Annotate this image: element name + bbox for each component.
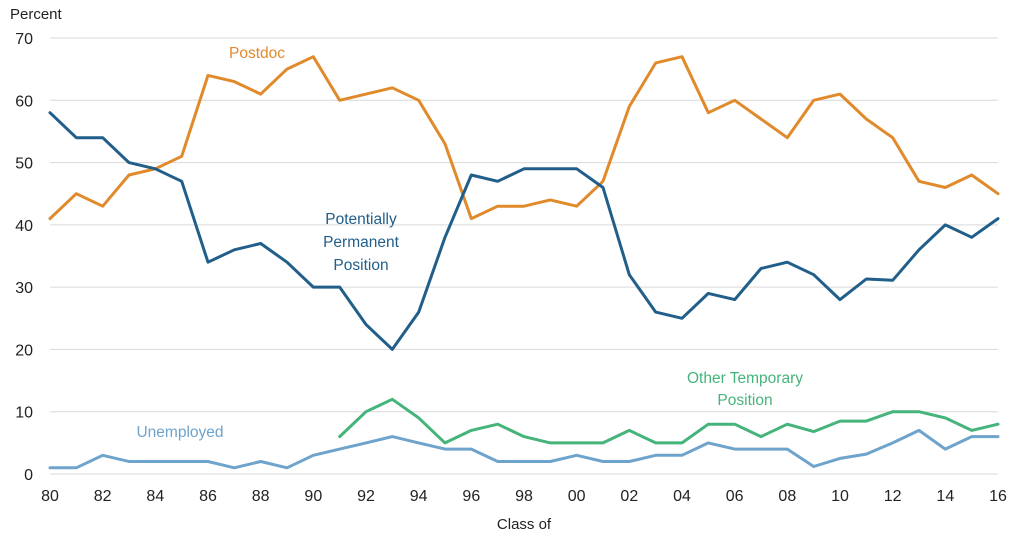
x-tick-label: 10 xyxy=(831,488,849,505)
x-axis-ticks: 80 82 84 86 88 90 92 94 96 98 00 02 04 06 08 10 12 14 16 xyxy=(41,488,1007,505)
x-tick-label: 80 xyxy=(41,488,59,505)
x-tick-label: 06 xyxy=(726,488,744,505)
series-label-line: Potentially xyxy=(325,211,397,228)
y-tick-label: 60 xyxy=(15,93,33,110)
x-tick-label: 08 xyxy=(778,488,796,505)
y-tick-label: 50 xyxy=(15,156,33,173)
series-line-potentially-permanent-position xyxy=(48,111,1000,351)
y-tick-label: 40 xyxy=(15,218,33,235)
x-tick-label: 04 xyxy=(673,488,691,505)
x-tick-label: 16 xyxy=(989,488,1007,505)
x-axis-title: Class of xyxy=(497,516,552,533)
x-tick-label: 84 xyxy=(146,488,164,505)
x-tick-label: 98 xyxy=(515,488,533,505)
x-tick-label: 00 xyxy=(568,488,586,505)
series-label-line: Unemployed xyxy=(136,424,223,441)
x-tick-label: 90 xyxy=(304,488,322,505)
series-label-line: Postdoc xyxy=(229,45,285,62)
series-line-other-temporary-position xyxy=(338,397,1000,445)
series-label-unemployed: Unemployed xyxy=(136,424,223,441)
y-axis-ticks: 0 10 20 30 40 50 60 70 xyxy=(15,31,33,484)
x-tick-label: 96 xyxy=(462,488,480,505)
y-tick-label: 0 xyxy=(24,467,33,484)
series-label-other-temporary-position: Other Temporary Position xyxy=(687,370,803,409)
y-axis-title: Percent xyxy=(10,6,63,23)
x-tick-label: 14 xyxy=(936,488,954,505)
x-tick-label: 12 xyxy=(884,488,902,505)
series-label-potentially-permanent-position: Potentially Permanent Position xyxy=(323,211,400,274)
series-label-line: Permanent xyxy=(323,234,400,251)
x-tick-label: 94 xyxy=(410,488,428,505)
x-tick-label: 92 xyxy=(357,488,375,505)
series-line-postdoc xyxy=(48,55,1000,221)
x-tick-label: 88 xyxy=(252,488,270,505)
gridlines xyxy=(50,37,998,475)
y-tick-label: 70 xyxy=(15,31,33,48)
x-tick-label: 86 xyxy=(199,488,217,505)
series-label-line: Other Temporary xyxy=(687,370,803,387)
series-line-unemployed xyxy=(48,428,1000,470)
series-label-line: Position xyxy=(333,257,388,274)
y-tick-label: 10 xyxy=(15,405,33,422)
y-tick-label: 30 xyxy=(15,280,33,297)
series-label-line: Position xyxy=(717,392,772,409)
series-label-postdoc: Postdoc xyxy=(229,45,285,62)
x-tick-label: 02 xyxy=(620,488,638,505)
series-lines xyxy=(48,55,1000,470)
x-tick-label: 82 xyxy=(94,488,112,505)
y-tick-label: 20 xyxy=(15,342,33,359)
